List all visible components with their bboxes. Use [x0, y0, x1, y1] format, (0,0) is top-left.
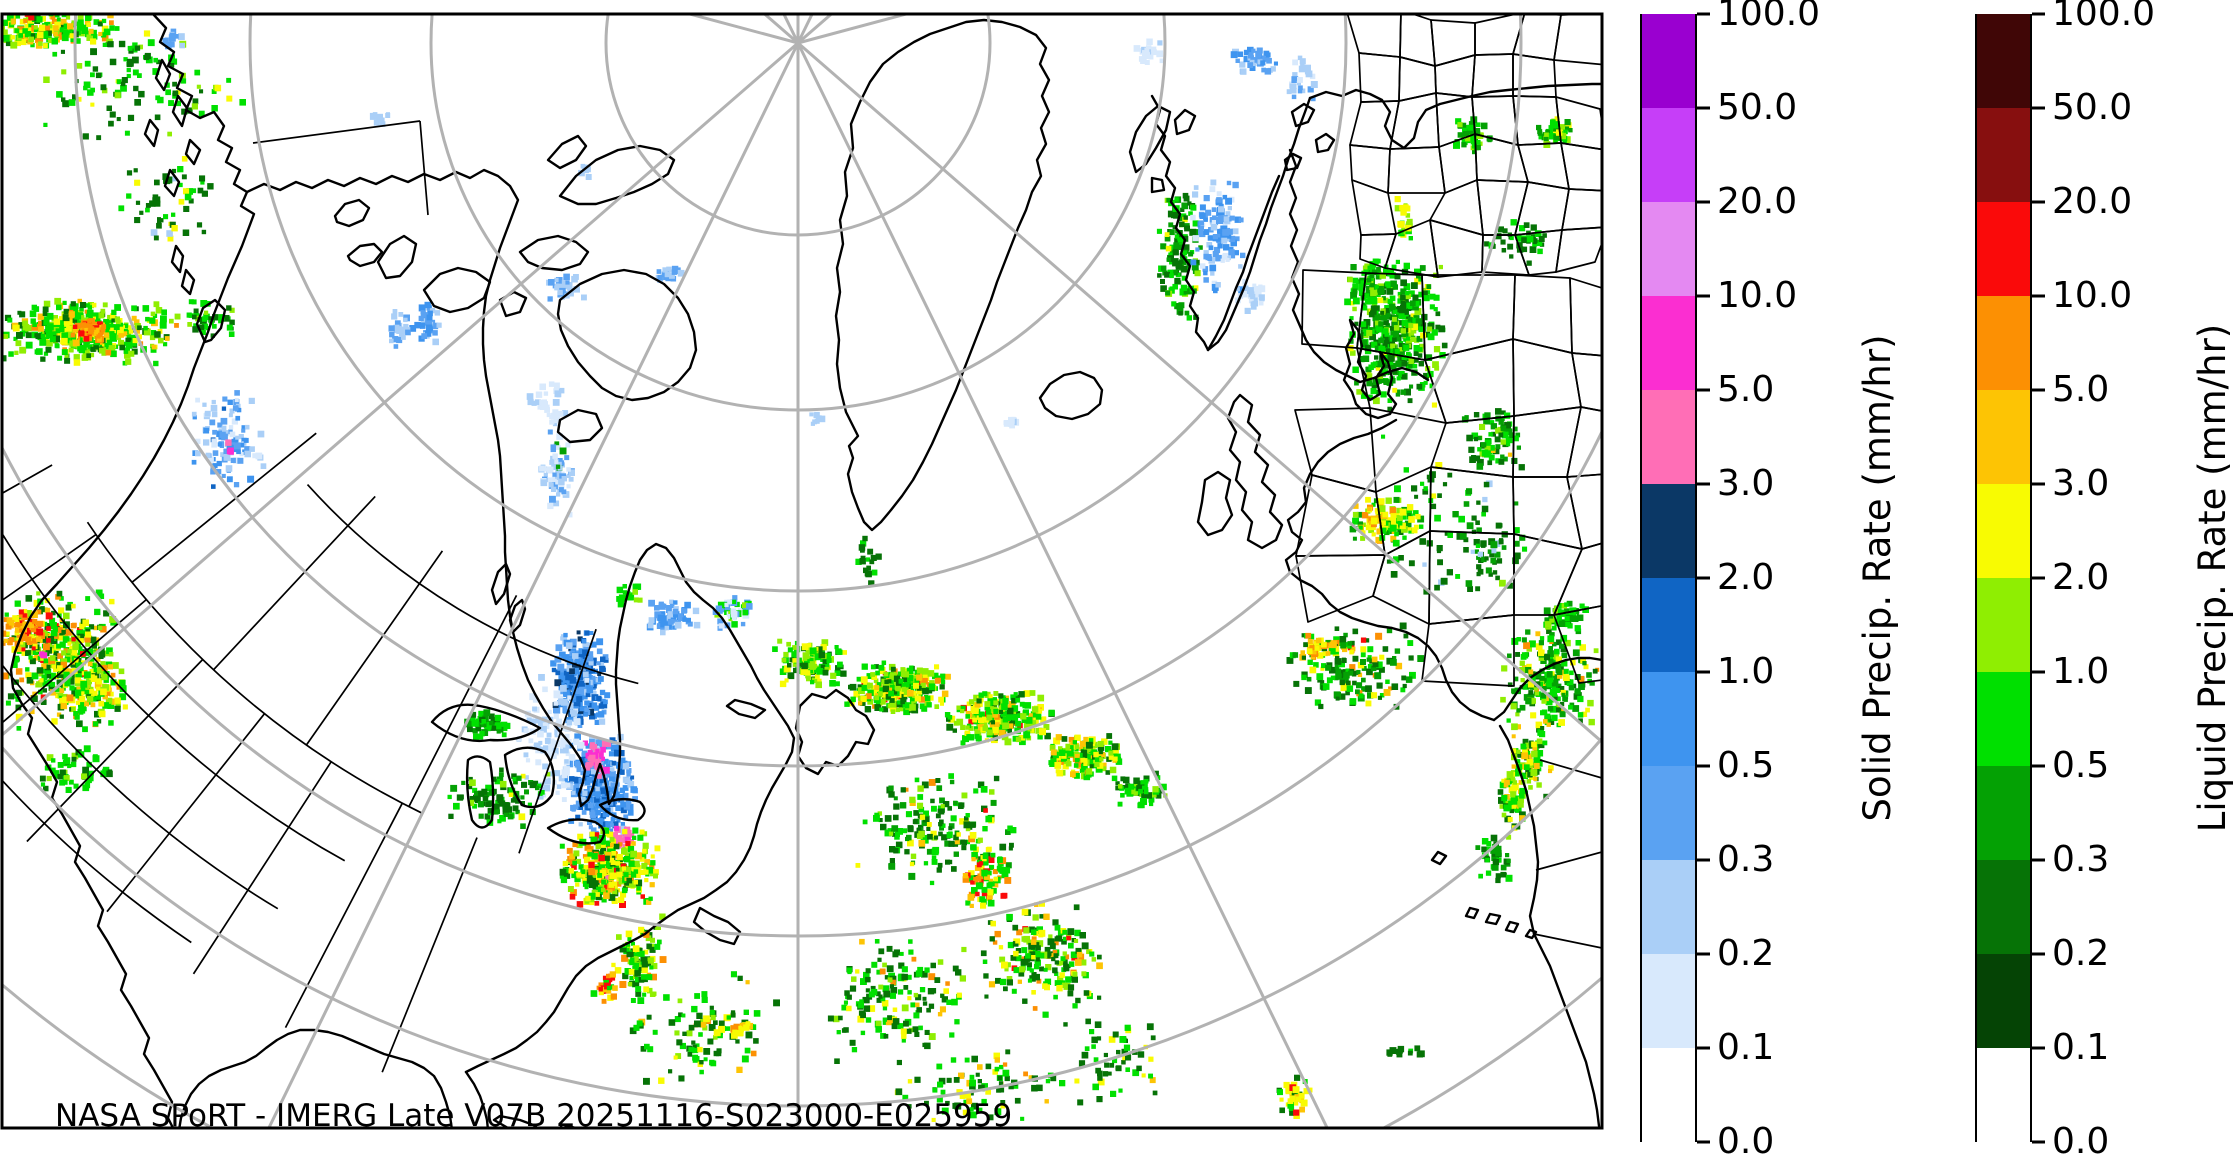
colorbar-segment: [1977, 954, 2030, 1048]
colorbar-tick-mark: [1697, 1140, 1710, 1144]
colorbar-tick-mark: [1697, 482, 1710, 486]
colorbar-tick-mark: [2032, 12, 2045, 16]
colorbar-tick-label: 100.0: [2052, 0, 2156, 34]
colorbar-tick-mark: [1697, 200, 1710, 204]
colorbar-tick-label: 20.0: [1717, 181, 1798, 222]
colorbar-segment: [1977, 296, 2030, 390]
colorbar-tick-mark: [1697, 1046, 1710, 1050]
colorbar-segment: [1642, 108, 1695, 202]
map-frame: [0, 12, 1604, 1130]
colorbar-tick-label: 2.0: [1717, 557, 1775, 598]
colorbar-segment: [1642, 14, 1695, 108]
colorbar-tick-mark: [2032, 294, 2045, 298]
colorbar-tick-mark: [1697, 12, 1710, 16]
colorbar-tick-mark: [2032, 1140, 2045, 1144]
colorbar-tick-label: 20.0: [2052, 181, 2133, 222]
colorbar-segment: [1642, 1048, 1695, 1142]
colorbar-tick-label: 2.0: [2052, 557, 2110, 598]
colorbar-segment: [1642, 766, 1695, 860]
colorbar-tick-mark: [2032, 764, 2045, 768]
colorbar-tick-label: 5.0: [1717, 369, 1775, 410]
colorbar-tick-label: 0.0: [1717, 1121, 1775, 1162]
colorbar-tick-label: 0.2: [2052, 933, 2110, 974]
annotation-text: NASA SPoRT - IMERG Late V07B 20251116-S0…: [55, 1098, 1012, 1134]
colorbar-segment: [1977, 672, 2030, 766]
colorbar-tick-label: 50.0: [1717, 87, 1798, 128]
colorbar-tick-label: 0.1: [2052, 1027, 2110, 1068]
solid-precip-colorbar: [1640, 14, 1697, 1142]
precipitation-layer: [2, 14, 1600, 1122]
colorbar-tick-label: 100.0: [1717, 0, 1821, 34]
colorbar-tick-mark: [2032, 1046, 2045, 1050]
colorbar-tick-mark: [2032, 858, 2045, 862]
colorbar-segment: [1977, 578, 2030, 672]
colorbar-segment: [1642, 202, 1695, 296]
colorbar-tick-mark: [1697, 764, 1710, 768]
colorbar-tick-label: 3.0: [1717, 463, 1775, 504]
colorbar-tick-label: 0.0: [2052, 1121, 2110, 1162]
colorbar-segment: [1642, 672, 1695, 766]
colorbar-tick-mark: [2032, 670, 2045, 674]
colorbar-tick-label: 3.0: [2052, 463, 2110, 504]
colorbar-segment: [1977, 860, 2030, 954]
colorbar-tick-label: 1.0: [1717, 651, 1775, 692]
liquid-precip-axis-label: Liquid Precip. Rate (mm/hr): [2191, 323, 2234, 833]
graticule: [2, 14, 1602, 1128]
colorbar-segment: [1977, 766, 2030, 860]
colorbar-segment: [1642, 860, 1695, 954]
colorbar-segment: [1977, 14, 2030, 108]
colorbar-tick-mark: [1697, 388, 1710, 392]
colorbar-tick-mark: [2032, 388, 2045, 392]
colorbar-segment: [1642, 484, 1695, 578]
colorbar-tick-mark: [1697, 858, 1710, 862]
colorbar-tick-mark: [1697, 670, 1710, 674]
colorbar-segment: [1977, 108, 2030, 202]
colorbar-tick-mark: [1697, 106, 1710, 110]
colorbar-segment: [1977, 202, 2030, 296]
colorbar-tick-mark: [1697, 952, 1710, 956]
colorbar-segment: [1977, 1048, 2030, 1142]
colorbar-tick-label: 0.1: [1717, 1027, 1775, 1068]
colorbar-tick-mark: [1697, 576, 1710, 580]
colorbar-tick-label: 0.3: [1717, 839, 1775, 880]
colorbar-segment: [1977, 390, 2030, 484]
colorbar-tick-label: 0.3: [2052, 839, 2110, 880]
colorbar-tick-label: 5.0: [2052, 369, 2110, 410]
colorbar-tick-label: 1.0: [2052, 651, 2110, 692]
colorbar-segment: [1642, 954, 1695, 1048]
colorbar-tick-mark: [2032, 576, 2045, 580]
colorbar-tick-mark: [2032, 952, 2045, 956]
solid-precip-axis-label: Solid Precip. Rate (mm/hr): [1856, 334, 1899, 822]
colorbar-tick-mark: [2032, 482, 2045, 486]
map-panel: NASA SPoRT - IMERG Late V07B 20251116-S0…: [0, 12, 1604, 1134]
colorbar-segment: [1642, 390, 1695, 484]
colorbar-tick-mark: [1697, 294, 1710, 298]
colorbar-tick-label: 0.2: [1717, 933, 1775, 974]
colorbar-tick-mark: [2032, 200, 2045, 204]
colorbar-segment: [1977, 484, 2030, 578]
colorbar-tick-label: 50.0: [2052, 87, 2133, 128]
liquid-precip-colorbar: [1975, 14, 2032, 1142]
colorbar-tick-label: 0.5: [2052, 745, 2110, 786]
colorbar-tick-mark: [2032, 106, 2045, 110]
coastlines: [9, 14, 1602, 1128]
colorbar-segment: [1642, 296, 1695, 390]
political-borders: [2, 14, 1602, 1073]
colorbar-tick-label: 10.0: [1717, 275, 1798, 316]
colorbar-segment: [1642, 578, 1695, 672]
colorbar-tick-label: 10.0: [2052, 275, 2133, 316]
colorbar-tick-label: 0.5: [1717, 745, 1775, 786]
